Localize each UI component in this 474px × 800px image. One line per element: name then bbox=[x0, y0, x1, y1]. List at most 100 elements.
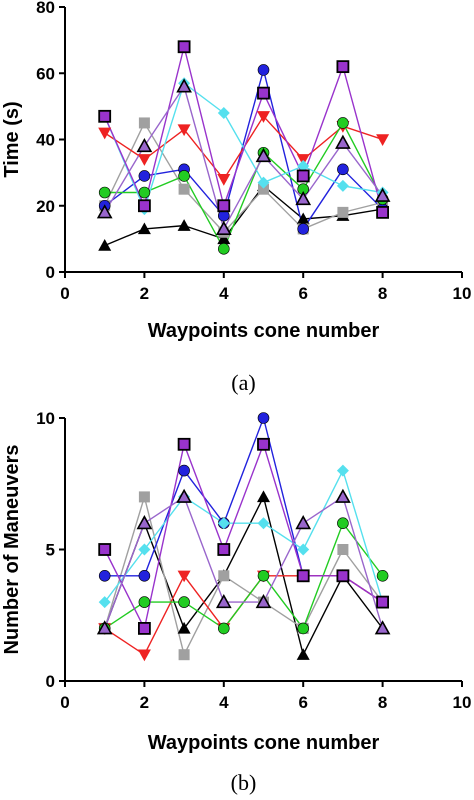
series-2-point bbox=[337, 544, 349, 555]
series-7-point bbox=[137, 199, 151, 213]
y-axis-title: Number of Maneuvers bbox=[1, 444, 23, 654]
series-8-point bbox=[215, 220, 232, 235]
x-tick-label: 10 bbox=[453, 284, 472, 303]
series-5-point bbox=[218, 622, 230, 635]
series-3-point bbox=[257, 64, 270, 76]
x-tick-label: 8 bbox=[378, 693, 387, 712]
series-1-point bbox=[217, 232, 231, 245]
series-8-point bbox=[335, 488, 351, 503]
series-1-point bbox=[137, 222, 151, 235]
x-tick-label: 4 bbox=[219, 693, 229, 712]
x-tick-label: 0 bbox=[60, 284, 69, 303]
series-2-point bbox=[258, 183, 269, 195]
axis-lines bbox=[64, 7, 462, 273]
y-tick-label: 80 bbox=[36, 0, 55, 17]
y-tick-label: 60 bbox=[36, 64, 55, 83]
series-7-point bbox=[98, 543, 112, 556]
series-7-point bbox=[217, 543, 231, 556]
series-6-point bbox=[336, 464, 349, 477]
series-4-point bbox=[98, 127, 112, 140]
series-5-point bbox=[218, 243, 230, 255]
series-5-point bbox=[138, 186, 151, 199]
chart-panel-b: 0 2 4 6 8 10 0 5 10 Waypoints cone number Number o… bbox=[1, 409, 471, 795]
series-8-point bbox=[215, 593, 232, 609]
series-8-point bbox=[96, 620, 113, 635]
series-5-point bbox=[98, 186, 111, 199]
series-7-point bbox=[336, 569, 350, 583]
y-tick-label: 20 bbox=[36, 197, 55, 216]
series-8-point bbox=[374, 620, 391, 635]
x-axis-title: Waypoints cone number bbox=[148, 732, 380, 754]
series-8-point bbox=[255, 147, 272, 163]
series-7-point bbox=[376, 595, 390, 609]
series-5-point bbox=[178, 170, 190, 182]
series-3-point bbox=[257, 412, 270, 424]
series-6-point bbox=[217, 107, 230, 119]
series-2-point bbox=[178, 183, 190, 195]
series-7-point bbox=[336, 60, 350, 74]
series-7-line bbox=[104, 443, 383, 630]
series-8-line bbox=[104, 85, 384, 230]
panel-caption: (a) bbox=[231, 370, 255, 395]
series-8-point bbox=[176, 78, 192, 93]
series-7-point bbox=[376, 205, 390, 219]
x-tick-label: 8 bbox=[378, 284, 387, 303]
x-tick-label: 6 bbox=[298, 284, 307, 303]
series-8-point bbox=[136, 515, 153, 530]
series-4-point bbox=[177, 124, 191, 137]
series-7-line bbox=[104, 46, 384, 213]
y-tick-label: 40 bbox=[36, 131, 55, 150]
series-8-point bbox=[374, 187, 391, 202]
x-tick-label: 6 bbox=[298, 693, 307, 712]
y-axis-title: Time (s) bbox=[1, 101, 23, 177]
y-tick-label: 5 bbox=[46, 541, 55, 560]
series-3-point bbox=[178, 464, 190, 477]
series-7-point bbox=[98, 109, 112, 123]
series-5-point bbox=[178, 596, 190, 608]
series-5-point bbox=[138, 596, 151, 608]
x-axis-title: Waypoints cone number bbox=[148, 320, 380, 342]
series-8-point bbox=[335, 134, 351, 149]
x-tick-label: 4 bbox=[219, 284, 229, 303]
chart-panel-a: 0 2 4 6 8 10 0 20 40 60 80 Waypoints cone number Tim… bbox=[1, 0, 471, 395]
series-6-point bbox=[297, 160, 310, 172]
series-4-line bbox=[104, 575, 383, 656]
series-4-point bbox=[257, 111, 270, 123]
series-2-point bbox=[178, 649, 190, 661]
series-6-line bbox=[104, 469, 384, 603]
series-7-point bbox=[177, 40, 191, 54]
series-7-point bbox=[177, 437, 191, 451]
series-5-point bbox=[376, 569, 389, 582]
series-8-point bbox=[136, 137, 153, 153]
x-tick-label: 2 bbox=[140, 693, 149, 712]
series-3-point bbox=[138, 569, 151, 582]
series-6-point bbox=[257, 176, 270, 189]
series-5-point bbox=[337, 117, 349, 129]
panel-caption: (b) bbox=[231, 770, 257, 795]
series-7-point bbox=[257, 86, 270, 100]
series-8-line bbox=[104, 496, 384, 629]
series-6-point bbox=[297, 543, 310, 556]
series-2-point bbox=[337, 206, 349, 218]
series-2-point bbox=[138, 117, 150, 129]
series-6-point bbox=[98, 596, 111, 609]
y-tick-label: 0 bbox=[46, 263, 55, 282]
series-2-line bbox=[104, 496, 384, 656]
series-8-point bbox=[295, 190, 312, 206]
x-tick-label: 0 bbox=[60, 693, 69, 712]
y-tick-label: 10 bbox=[36, 409, 55, 428]
series-3-line bbox=[104, 69, 384, 230]
series-8-point bbox=[255, 593, 272, 609]
series-1-point bbox=[257, 490, 270, 503]
series-1-point bbox=[177, 219, 191, 231]
series-2-point bbox=[138, 491, 150, 503]
series-6-point bbox=[257, 517, 270, 530]
series-6-point bbox=[217, 517, 230, 530]
series-2-point bbox=[218, 570, 230, 582]
series-1-point bbox=[98, 239, 112, 251]
series-7-point bbox=[217, 199, 231, 213]
series-4-point bbox=[217, 174, 231, 186]
series-8-point bbox=[295, 515, 312, 530]
series-1-line bbox=[104, 185, 383, 247]
